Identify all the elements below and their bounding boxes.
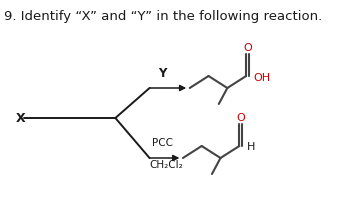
Text: OH: OH	[253, 73, 270, 83]
Text: H: H	[247, 142, 256, 152]
Text: CH₂Cl₂: CH₂Cl₂	[149, 160, 183, 170]
Text: O: O	[236, 113, 245, 123]
Text: X: X	[15, 112, 25, 124]
Text: O: O	[243, 43, 252, 53]
Text: PCC: PCC	[152, 138, 173, 148]
Text: Y: Y	[158, 67, 167, 80]
Text: 9. Identify “X” and “Y” in the following reaction.: 9. Identify “X” and “Y” in the following…	[4, 10, 322, 23]
